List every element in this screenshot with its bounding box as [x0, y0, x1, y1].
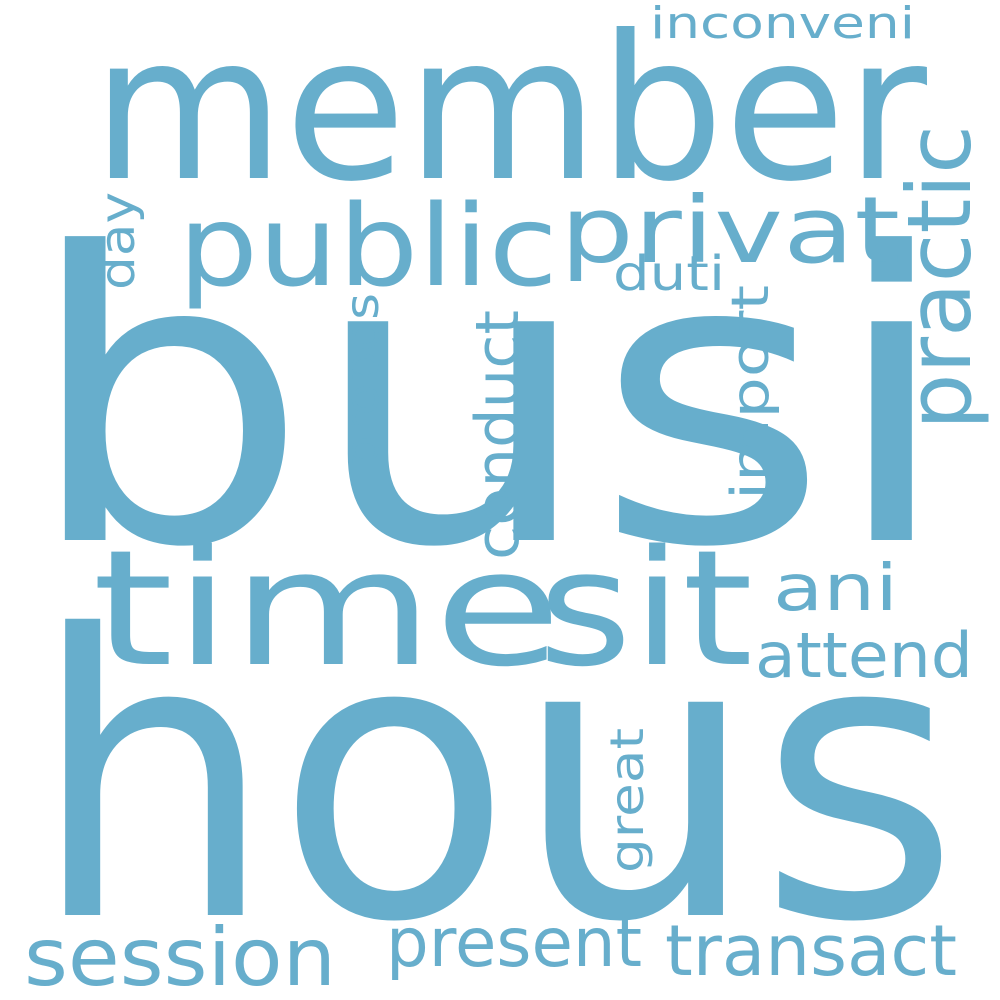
word-propos: propos — [335, 293, 389, 468]
word-busi: busi — [24, 170, 954, 635]
word-privat: privat — [560, 177, 900, 284]
word-great: great — [600, 728, 654, 873]
word-inconveni: inconveni — [650, 0, 915, 49]
word-sit: sit — [538, 515, 753, 702]
word-time: time — [92, 515, 562, 702]
word-import: import — [721, 285, 781, 500]
word-ani: ani — [773, 552, 898, 626]
word-duti: duti — [613, 246, 725, 302]
word-transact: transact — [665, 910, 957, 992]
word-practic: practic — [888, 125, 991, 430]
word-conduct: conduct — [463, 310, 533, 560]
word-day: day — [90, 192, 146, 290]
word-hous: hous — [30, 553, 960, 1000]
word-attend: attend — [755, 619, 973, 692]
word-public: public — [178, 182, 558, 312]
word-present: present — [386, 904, 642, 983]
word-member: member — [92, 0, 928, 226]
word-session: session — [24, 911, 336, 1000]
